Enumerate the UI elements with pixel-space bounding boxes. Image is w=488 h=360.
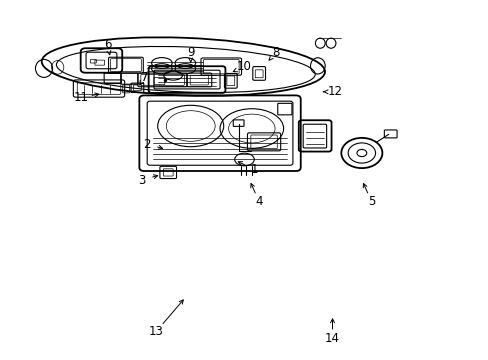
Text: 10: 10 xyxy=(237,60,251,73)
Text: 12: 12 xyxy=(327,85,342,98)
Text: 13: 13 xyxy=(149,325,163,338)
Text: 1: 1 xyxy=(250,163,258,176)
Text: 9: 9 xyxy=(186,46,194,59)
Text: 11: 11 xyxy=(73,91,88,104)
Text: 3: 3 xyxy=(138,174,145,186)
Text: 7: 7 xyxy=(140,71,148,84)
Text: 2: 2 xyxy=(142,138,150,150)
Text: 8: 8 xyxy=(272,46,280,59)
Text: 14: 14 xyxy=(325,332,339,345)
Text: 4: 4 xyxy=(255,195,263,208)
Text: 6: 6 xyxy=(103,39,111,51)
Text: 5: 5 xyxy=(367,195,375,208)
